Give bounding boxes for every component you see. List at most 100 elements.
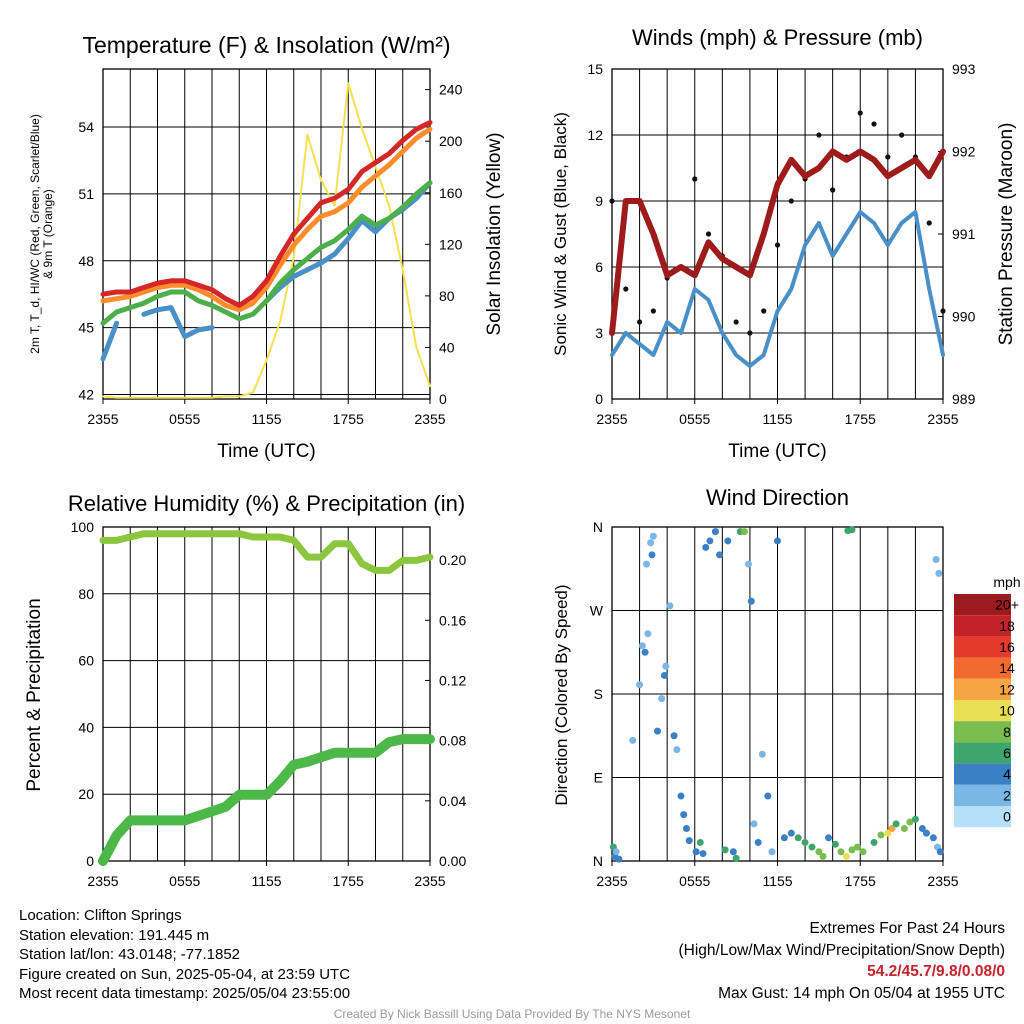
direction-point [754,838,762,846]
direction-point [670,732,678,740]
direction-point [853,843,861,851]
legend-swatch [954,742,1011,764]
x-tick-label: 1755 [333,873,364,889]
legend-label: 14 [999,660,1015,676]
direction-point [750,820,758,828]
gust-point [885,154,891,160]
y-tick-label: 3 [595,325,603,341]
direction-point [774,537,781,545]
x-tick-label: 1155 [251,873,281,889]
y2-tick-label: 0.00 [439,853,466,869]
legend-swatch [954,615,1011,637]
direction-point [848,526,856,534]
direction-point [794,834,802,842]
extremes-title: Extremes For Past 24 Hours [809,920,1005,937]
direction-point [831,840,839,848]
direction-point [787,829,795,837]
y2-tick-label: 160 [439,185,463,201]
extremes-values: 54.2/45.7/9.8/0.08/0 [867,963,1005,980]
series-line [100,180,433,326]
direction-point [662,662,670,670]
direction-point [702,543,710,551]
series-line [102,82,431,399]
direction-point [658,695,666,703]
direction-point [929,834,937,842]
y2-tick-label: 0.12 [439,672,466,688]
direction-point [764,792,772,800]
x-tick-label: 1155 [762,411,792,427]
x-tick-label: 1755 [845,411,876,427]
y2-tick-label: 80 [439,288,455,304]
station-elevation: Station elevation: 191.445 m [19,926,210,944]
direction-point [649,532,657,540]
gust-point [623,286,629,292]
gust-point [899,132,905,138]
direction-point [936,848,944,856]
x-tick-label: 1755 [333,411,364,427]
x-tick-label: 2355 [927,873,958,889]
direction-point [870,838,878,846]
legend-swatch [954,594,1011,616]
gust-point [774,242,781,248]
chart-title: Wind Direction [706,485,849,510]
gust-point [650,308,656,314]
series-line [99,530,434,574]
y2-tick-label: 0 [439,391,447,407]
direction-point [724,537,732,545]
axis-label: Solar Insolation (Yellow) [484,132,505,335]
x-tick-label: 2355 [414,411,445,427]
y-tick-label: 9 [595,193,603,209]
gust-point [830,187,836,193]
direction-point [932,555,940,563]
direction-point [654,727,662,735]
series-line [141,305,215,340]
series-line [100,320,120,362]
gust-point [609,198,615,204]
series-line [610,210,945,368]
legend-label: 6 [1003,745,1011,761]
direction-point [859,848,867,856]
y2-tick-label: 991 [952,226,976,242]
direction-point [892,820,900,828]
axis-label: Sonic Wind & Gust (Blue, Black) [551,112,570,356]
direction-point [711,528,719,536]
series-line [98,734,435,866]
direction-point [641,648,649,656]
y-tick-label: 60 [78,653,94,669]
direction-point [935,569,943,577]
direction-point [692,848,700,856]
direction-point [642,560,650,568]
extremes-info: Extremes For Past 24 Hours (High/Low/Max… [679,918,1006,1004]
direction-point [729,848,737,856]
direction-point [636,681,644,689]
y2-tick-label: 993 [952,61,976,77]
y-tick-label: 15 [587,61,603,77]
direction-point [825,834,833,842]
direction-point [808,843,816,851]
y2-tick-label: 240 [439,82,463,98]
x-tick-label: 0555 [169,411,200,427]
y2-tick-label: 120 [439,236,463,252]
direction-point [666,602,674,610]
direction-point [716,551,724,559]
chart-title: Temperature (F) & Insolation (W/m²) [82,32,450,58]
y-axis-label: 2m T, T_d, HI/WC (Red, Green, Scarlet/Bl… [28,114,55,354]
temperature-panel: 2355 0555 1155 1755 2355 Temperature (F) & In… [28,32,505,462]
gust-point [871,121,877,127]
x-tick-label: 0555 [169,873,200,889]
direction-point [918,825,926,833]
gust-point [788,198,794,204]
direction-point [680,811,688,819]
y2-tick-label: 0.20 [439,552,466,568]
direction-point [900,825,908,833]
legend-swatch [954,636,1011,658]
direction-point [848,846,856,854]
direction-point [721,846,729,854]
axis-label: Percent & Precipitation [24,598,45,791]
x-tick-label: 2355 [87,873,118,889]
direction-point [780,834,788,842]
legend-label: 20+ [995,597,1019,613]
y-tick-label: 45 [78,320,94,336]
gust-point [733,319,739,325]
direction-point [647,539,655,547]
